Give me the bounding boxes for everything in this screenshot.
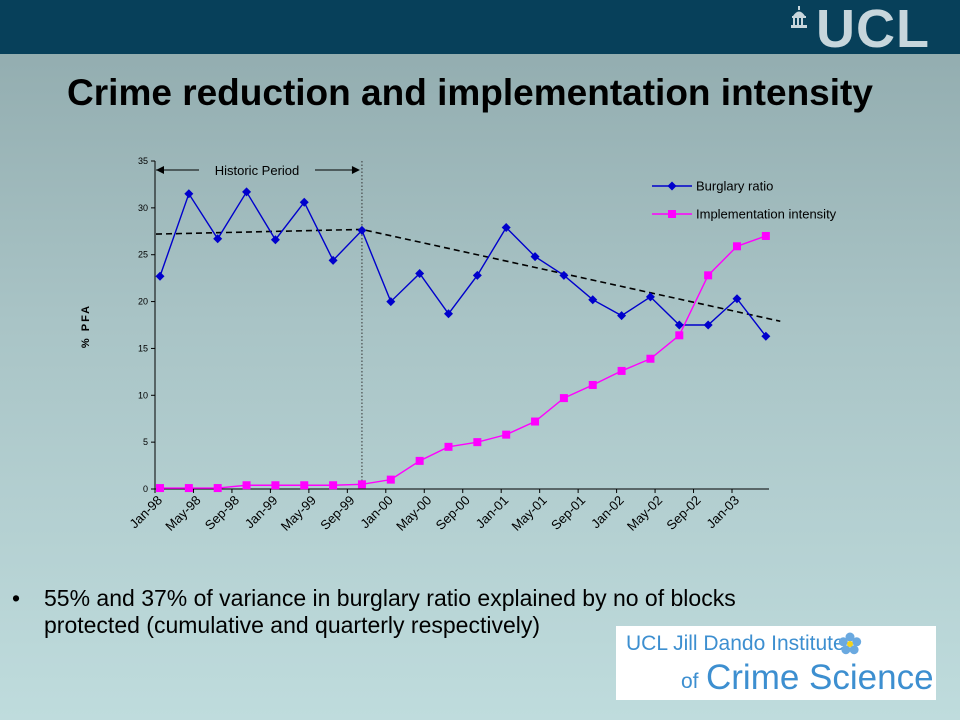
institute-logo: UCL Jill Dando Institute of Crime Scienc… xyxy=(616,626,936,700)
burglary-ratio-point xyxy=(155,271,165,281)
legend-marker xyxy=(667,181,677,191)
implementation-intensity-point xyxy=(761,231,770,240)
header-bar: UCL xyxy=(0,0,960,59)
burglary-ratio-point xyxy=(530,252,540,262)
implementation-intensity-point xyxy=(646,354,655,363)
burglary-ratio-point xyxy=(386,297,396,307)
burglary-ratio-point xyxy=(732,294,742,304)
burglary-ratio-point xyxy=(617,311,627,321)
implementation-intensity-point xyxy=(502,430,511,439)
arrowhead-right-icon xyxy=(351,166,360,174)
implementation-intensity-point xyxy=(733,242,741,251)
implementation-intensity-point xyxy=(357,480,366,489)
burglary-ratio-point xyxy=(184,189,194,199)
implementation-intensity-point xyxy=(300,481,309,490)
x-tick-label: Jan-99 xyxy=(242,493,281,532)
implementation-intensity-point xyxy=(271,481,280,490)
y-tick-label: 25 xyxy=(138,250,148,260)
x-tick-label: Sep-99 xyxy=(317,493,357,533)
legend-label: Burglary ratio xyxy=(696,179,773,194)
historic-period-label: Historic Period xyxy=(215,163,300,178)
y-tick-label: 10 xyxy=(138,390,148,400)
implementation-intensity-point xyxy=(329,481,338,490)
arrowhead-left-icon xyxy=(156,166,164,174)
bullet-icon: • xyxy=(11,585,21,611)
institute-logo-of: of xyxy=(681,670,699,693)
burglary-ratio-line xyxy=(159,190,767,337)
implementation-intensity-point xyxy=(588,380,597,389)
burglary-ratio-point xyxy=(415,268,425,278)
ucl-logo-text: UCL xyxy=(816,0,930,59)
burglary-ratio-point xyxy=(588,295,598,305)
burglary-ratio-point xyxy=(328,255,338,265)
burglary-ratio-point xyxy=(645,292,655,302)
burglary-ratio-point xyxy=(357,225,367,235)
y-tick-label: 35 xyxy=(138,156,148,166)
institute-logo-line1: UCL Jill Dando Institute xyxy=(626,632,845,655)
burglary-ratio-point xyxy=(444,309,453,319)
implementation-intensity-point xyxy=(156,484,164,493)
legend-marker xyxy=(668,210,676,218)
x-tick-label: Sep-01 xyxy=(548,493,588,533)
trend-line xyxy=(155,228,781,323)
implementation-intensity-point xyxy=(617,366,626,375)
y-tick-label: 0 xyxy=(143,484,148,494)
implementation-intensity-point xyxy=(704,271,713,280)
ucl-logo: UCL xyxy=(790,0,930,59)
y-tick-label: 15 xyxy=(138,343,148,353)
y-tick-label: 5 xyxy=(143,437,148,447)
y-tick-label: 30 xyxy=(138,203,148,213)
implementation-intensity-point xyxy=(242,481,251,490)
implementation-intensity-point xyxy=(675,331,684,340)
x-tick-label: Jan-98 xyxy=(126,493,165,532)
x-tick-label: Jan-00 xyxy=(357,493,396,532)
x-tick-label: Jan-02 xyxy=(588,493,627,532)
implementation-intensity-point xyxy=(415,456,424,465)
forget-me-not-icon xyxy=(838,632,862,655)
y-tick-label: 20 xyxy=(138,297,148,307)
x-tick-label: Sep-00 xyxy=(433,493,473,533)
x-tick-label: Jan-03 xyxy=(703,493,742,532)
burglary-ratio-point xyxy=(674,320,684,330)
x-tick-label: May-02 xyxy=(624,493,665,534)
legend-label: Implementation intensity xyxy=(696,207,837,222)
x-tick-label: Sep-02 xyxy=(663,493,703,533)
burglary-ratio-point xyxy=(703,320,713,330)
implementation-intensity-point xyxy=(531,417,540,426)
burglary-ratio-point xyxy=(472,270,482,280)
burglary-ratio-point xyxy=(213,234,223,244)
burglary-ratio-point xyxy=(761,331,771,341)
slide-title: Crime reduction and implementation inten… xyxy=(67,72,873,113)
implementation-intensity-point xyxy=(559,394,568,403)
institute-logo-crime-science: Crime Science xyxy=(706,658,934,697)
burglary-ratio-point xyxy=(559,270,569,280)
portico-icon xyxy=(791,6,808,28)
burglary-ratio-point xyxy=(270,235,280,245)
y-axis-label: % PFA xyxy=(80,304,92,348)
implementation-intensity-point xyxy=(473,438,482,447)
x-tick-label: May-00 xyxy=(393,493,434,534)
burglary-ratio-point xyxy=(299,197,309,207)
implementation-intensity-point xyxy=(386,475,395,484)
x-tick-label: May-99 xyxy=(278,493,319,534)
x-tick-label: Jan-01 xyxy=(473,493,512,532)
bullet-point: • 55% and 37% of variance in burglary ra… xyxy=(8,585,888,639)
bullet-text: 55% and 37% of variance in burglary rati… xyxy=(44,585,736,638)
implementation-intensity-point xyxy=(444,442,453,451)
burglary-ratio-point xyxy=(242,187,252,197)
x-tick-label: May-98 xyxy=(162,493,203,534)
implementation-intensity-point xyxy=(184,484,193,493)
implementation-intensity-point xyxy=(213,484,222,493)
burglary-ratio-point xyxy=(501,223,511,233)
x-tick-label: Sep-98 xyxy=(202,493,242,533)
implementation-intensity-line xyxy=(160,235,767,489)
x-tick-label: May-01 xyxy=(509,493,550,534)
